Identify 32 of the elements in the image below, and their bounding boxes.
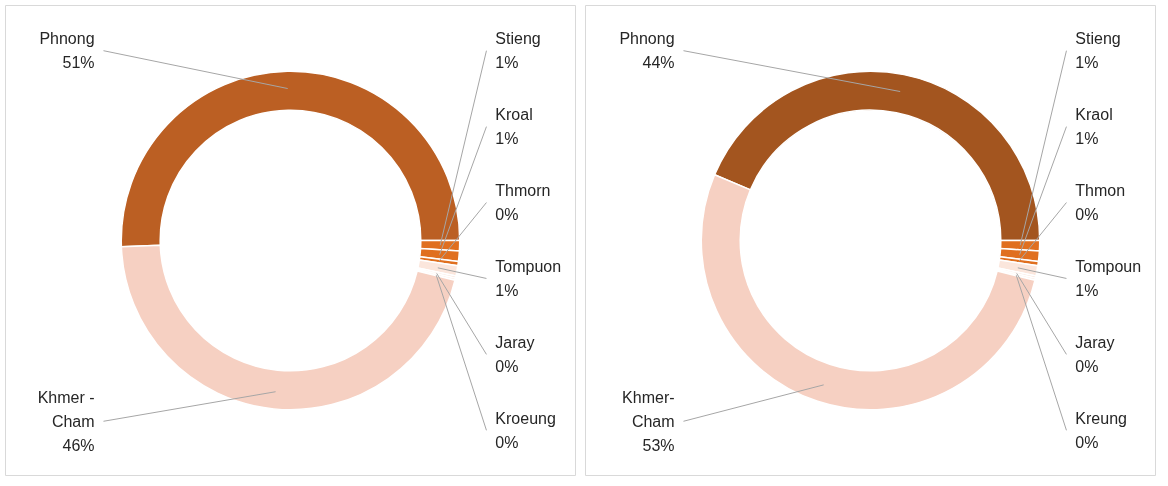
slice-label: Kreung	[1075, 409, 1127, 427]
data-label: 1%	[1075, 130, 1099, 148]
data-label: 1%	[495, 281, 519, 299]
data-label: 0%	[495, 205, 519, 223]
data-label: 0%	[495, 357, 519, 375]
slice-label: Phnong	[39, 30, 95, 48]
slice-label: Tompuon	[495, 258, 562, 276]
slice-label: Phnong	[619, 30, 675, 48]
slice-label: Khmer-Cham	[622, 388, 675, 430]
slice-label: Kraol	[1075, 106, 1113, 124]
data-label: 0%	[495, 433, 519, 451]
slice-label: Tompoun	[1075, 258, 1142, 276]
slice-label: Jaray	[495, 333, 535, 351]
data-label: 1%	[495, 54, 519, 72]
data-label: 53%	[642, 436, 675, 454]
slice-label: Khmer - Cham	[37, 388, 95, 430]
data-label: 0%	[1075, 205, 1099, 223]
data-label: 1%	[495, 130, 519, 148]
data-label: 51%	[62, 54, 95, 72]
slice-label: Thmorn	[495, 182, 551, 200]
slice-label: Kroeung	[495, 409, 556, 427]
slice-label: Stieng	[1075, 30, 1121, 48]
slice-label: Thmon	[1075, 182, 1126, 200]
data-label: 1%	[1075, 54, 1099, 72]
slice-label: Kroal	[495, 106, 533, 124]
slice-label: Stieng	[495, 30, 541, 48]
slice-label: Jaray	[1075, 333, 1115, 351]
data-label: 46%	[62, 436, 95, 454]
data-label: 1%	[1075, 281, 1099, 299]
data-label: 44%	[642, 54, 675, 72]
data-label: 0%	[1075, 357, 1099, 375]
data-label: 0%	[1075, 433, 1099, 451]
